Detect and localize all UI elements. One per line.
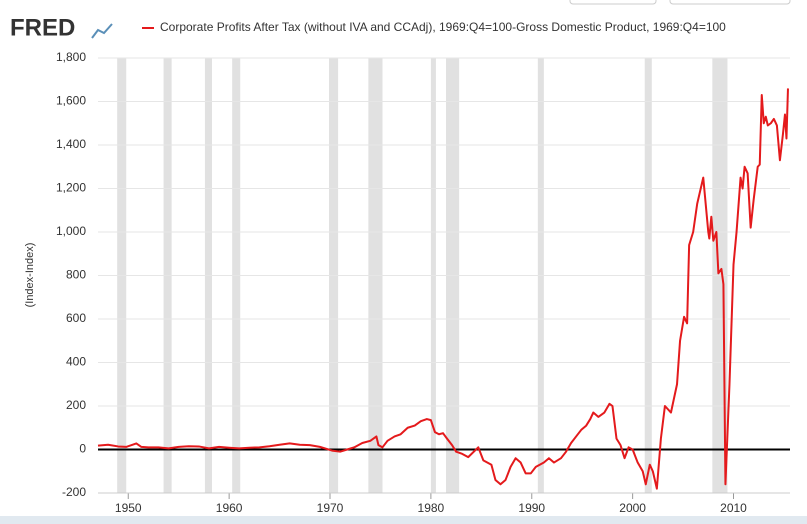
y-tick-label: 600 (66, 311, 86, 325)
x-tick-label: 2010 (720, 501, 747, 515)
x-tick-label: 1950 (115, 501, 142, 515)
x-tick-label: 1970 (317, 501, 344, 515)
y-tick-label: 1,400 (56, 137, 86, 151)
y-tick-label: 1,800 (56, 50, 86, 64)
button[interactable] (669, 0, 791, 5)
y-tick-label: 800 (66, 268, 86, 282)
button[interactable] (569, 0, 657, 5)
y-tick-label: 200 (66, 398, 86, 412)
logo: FRED (10, 14, 75, 41)
y-tick-label: 1,000 (56, 224, 86, 238)
logo-icon (91, 23, 113, 39)
y-tick-label: 400 (66, 355, 86, 369)
legend-label: Corporate Profits After Tax (without IVA… (160, 20, 726, 34)
x-tick-label: 1960 (216, 501, 243, 515)
x-tick-label: 2000 (619, 501, 646, 515)
y-tick-label: 1,600 (56, 94, 86, 108)
y-tick-label: -200 (62, 485, 86, 499)
y-axis-label: (Index-Index) (24, 243, 36, 308)
x-tick-label: 1990 (518, 501, 545, 515)
y-tick-label: 1,200 (56, 181, 86, 195)
x-tick-label: 1980 (418, 501, 445, 515)
data-line (97, 88, 789, 490)
y-tick-label: 0 (79, 442, 86, 456)
bottom-band (0, 516, 807, 524)
